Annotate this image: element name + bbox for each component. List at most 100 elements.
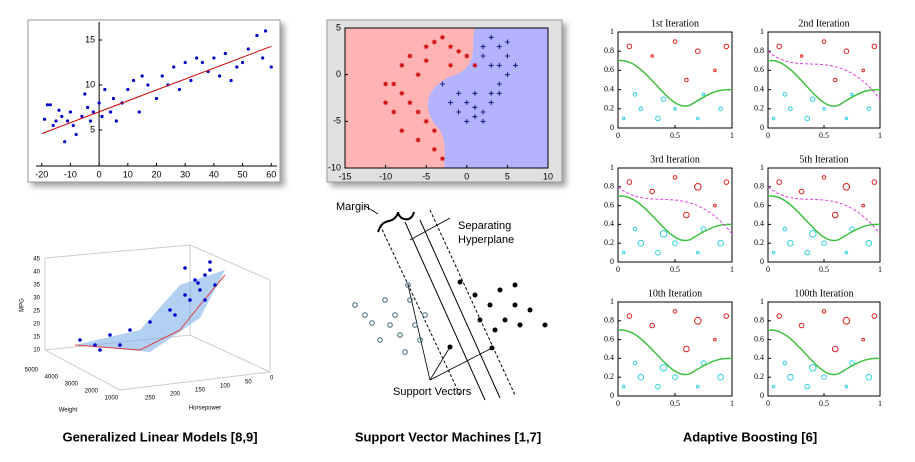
x-tick-label: 0: [616, 131, 620, 140]
sample: [842, 183, 851, 191]
sample: [621, 116, 626, 121]
hyperplane-label: Hyperplane: [458, 234, 514, 246]
sample: [672, 309, 678, 314]
margin-label: Margin: [336, 201, 370, 213]
point: [488, 100, 494, 106]
x-tick-label: 4000: [45, 375, 59, 381]
z-tick-label: 25: [33, 309, 40, 315]
point: [423, 44, 429, 50]
sample: [832, 77, 838, 83]
decision-curve: [767, 329, 881, 376]
point: [472, 104, 478, 110]
panel-title: 5th Iteration: [799, 154, 848, 165]
point: [60, 114, 64, 119]
svm-schematic: [364, 205, 516, 401]
point: [183, 60, 187, 65]
svm-axes: [344, 27, 549, 169]
sample: [683, 211, 690, 219]
point: [126, 87, 130, 92]
point: [513, 62, 519, 68]
plot-area: [617, 31, 733, 129]
point: [439, 81, 445, 87]
y-tick-label: 5: [336, 22, 341, 32]
x-tick-label: -20: [35, 169, 48, 179]
y-tick-label: 1: [760, 163, 764, 172]
point: [195, 56, 199, 60]
sample: [788, 106, 793, 112]
point: [423, 58, 429, 64]
x-tick-label: -5: [422, 171, 430, 181]
sample: [694, 317, 702, 325]
point: [146, 83, 150, 87]
point: [86, 105, 90, 110]
point: [431, 146, 437, 152]
point: [200, 60, 205, 65]
sample: [684, 77, 689, 83]
point: [80, 114, 84, 119]
x-tick-label: 5: [505, 171, 510, 181]
sample: [844, 116, 849, 121]
point: [448, 100, 454, 106]
y-tick-label: 150: [195, 388, 206, 394]
point: [496, 62, 502, 68]
y-tick-label: 0: [760, 257, 764, 266]
y-tick-label: 0: [610, 391, 614, 400]
z-tick-label: 30: [33, 296, 40, 302]
y-tick-label: 15: [85, 34, 95, 44]
point: [235, 65, 239, 69]
y-tick-label: 0.4: [604, 84, 614, 93]
sample: [771, 250, 776, 255]
y-tick-label: -5: [333, 116, 341, 126]
x-tick-label: 40: [209, 169, 219, 179]
sample: [718, 106, 723, 112]
sample: [798, 322, 805, 329]
y-tick-label: 0: [610, 123, 614, 132]
points3d: [78, 260, 217, 352]
sample: [713, 337, 717, 342]
sample: [659, 364, 668, 372]
point: [439, 34, 445, 40]
point: [391, 109, 397, 115]
sample: [723, 179, 730, 185]
x-tick-label: 60: [266, 169, 276, 179]
y-tick-label: 1: [610, 27, 614, 36]
x-tick-label: 1: [878, 265, 882, 274]
point: [504, 39, 510, 45]
point: [114, 119, 118, 123]
sample: [626, 43, 633, 50]
point: [218, 74, 222, 78]
point: [63, 140, 67, 144]
sample: [632, 92, 638, 97]
y-tick-label: 0.6: [754, 65, 764, 74]
x-tick-label: 0.5: [670, 399, 680, 408]
y-tick-label: -10: [328, 162, 341, 172]
fit-curve: [74, 274, 226, 351]
sample: [821, 39, 827, 44]
point: [480, 44, 486, 50]
point: [472, 90, 478, 96]
z-axis-label: MPG: [20, 298, 26, 312]
point: [399, 128, 405, 134]
point: [431, 39, 437, 45]
point: [415, 137, 421, 143]
point: [496, 44, 502, 50]
y-tick-label: 0.2: [604, 372, 614, 381]
panel-title: 2nd Iteration: [798, 18, 849, 29]
y-tick-label: 0: [610, 257, 614, 266]
sample: [673, 107, 677, 111]
class-a: [352, 282, 428, 355]
z-tick-label: 35: [33, 283, 40, 289]
plot-area: [767, 301, 881, 397]
y-tick-label: 0.2: [754, 372, 764, 381]
caption: Generalized Linear Models [8,9]: [62, 429, 257, 444]
point: [415, 72, 421, 78]
point: [488, 34, 494, 40]
sample: [650, 54, 655, 58]
point: [415, 109, 421, 115]
point: [68, 110, 73, 114]
sample: [842, 317, 851, 325]
y-tick-label: 10: [85, 79, 95, 89]
point: [464, 100, 470, 106]
sample: [632, 226, 638, 232]
